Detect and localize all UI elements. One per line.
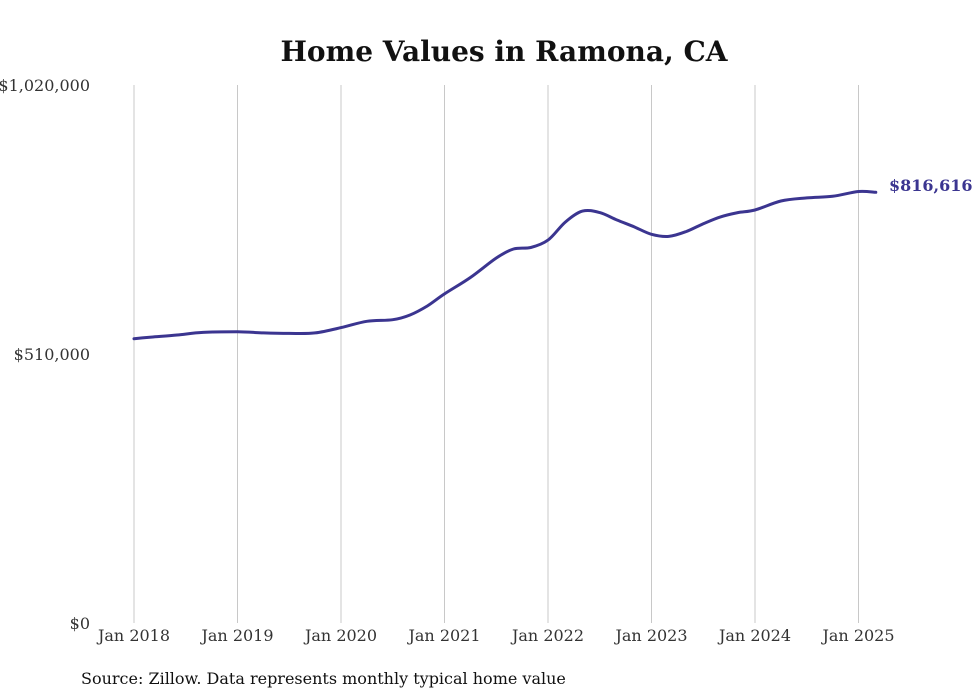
y-tick-label: $1,020,000 [0, 76, 90, 95]
source-note: Source: Zillow. Data represents monthly … [81, 669, 566, 688]
chart-title: Home Values in Ramona, CA [280, 35, 728, 68]
y-tick-label: $0 [70, 614, 90, 633]
x-tick-label: Jan 2025 [820, 626, 894, 645]
end-value-label: $816,616 [889, 176, 973, 195]
x-tick-label: Jan 2018 [96, 626, 170, 645]
x-tick-label: Jan 2021 [406, 626, 480, 645]
x-tick-label: Jan 2020 [303, 626, 377, 645]
x-tick-label: Jan 2024 [717, 626, 791, 645]
grid-lines [133, 85, 859, 623]
x-axis-ticks: Jan 2018 Jan 2019 Jan 2020 Jan 2021 Jan 2022… [96, 626, 895, 645]
x-tick-label: Jan 2022 [510, 626, 584, 645]
series-line-home-values [132, 189, 878, 341]
x-tick-label: Jan 2019 [199, 626, 273, 645]
y-axis-ticks: $0 $510,000 $1,020,000 [0, 76, 90, 633]
x-tick-label: Jan 2023 [613, 626, 687, 645]
y-tick-label: $510,000 [14, 345, 90, 364]
